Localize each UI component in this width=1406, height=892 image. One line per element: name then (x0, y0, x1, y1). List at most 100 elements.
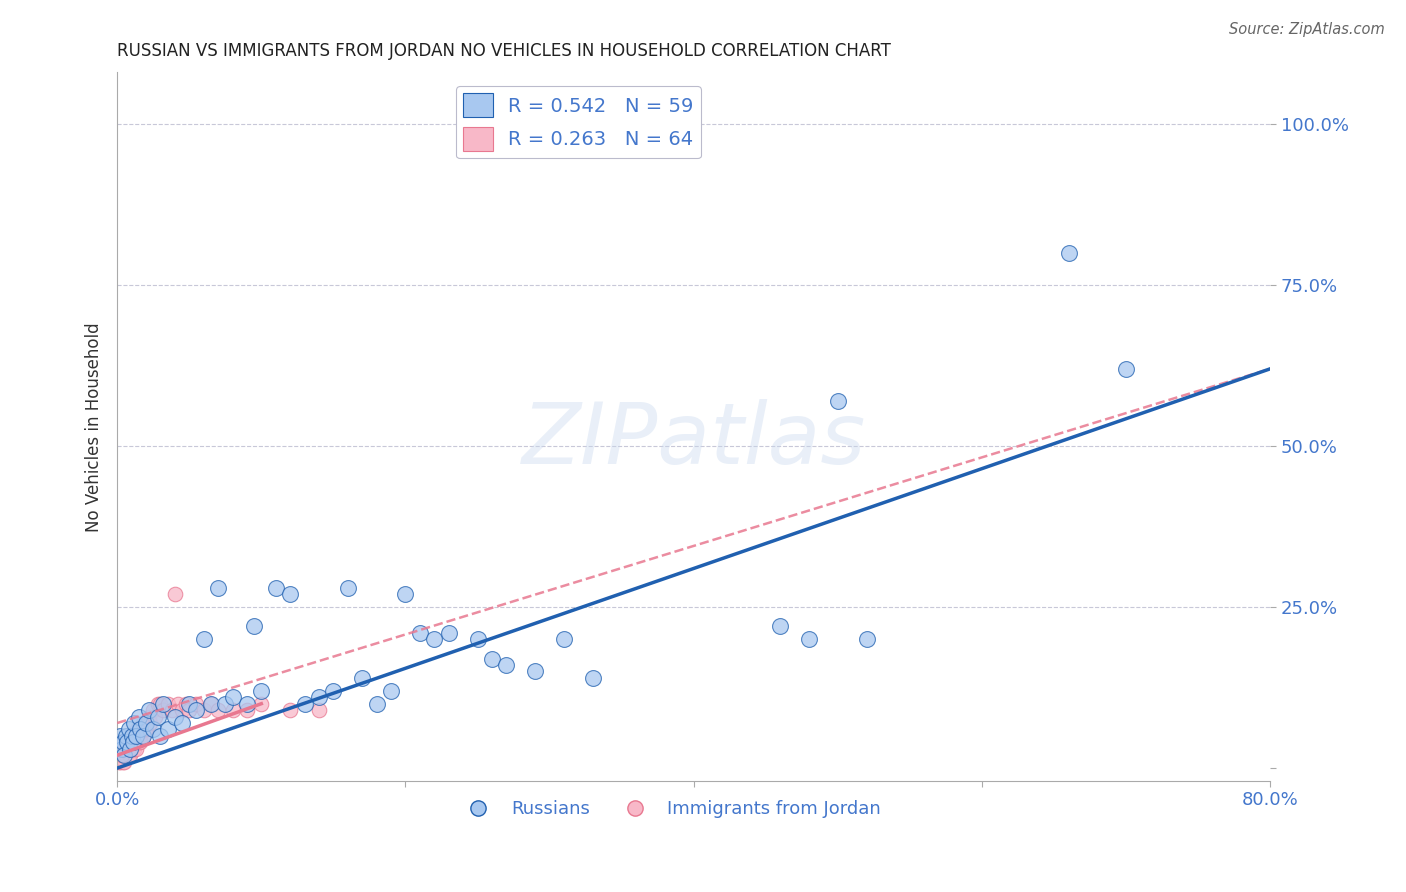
Point (170, 716, 193, 731)
Point (122, 729, 145, 743)
Point (409, 625, 432, 640)
Point (236, 703, 259, 717)
Point (131, 723, 153, 737)
Point (524, 665, 547, 679)
Point (146, 697, 169, 711)
Point (149, 729, 172, 743)
Point (467, 632, 489, 647)
Point (193, 632, 215, 647)
Point (135, 716, 157, 731)
Point (129, 729, 152, 743)
Point (112, 755, 135, 769)
Point (111, 735, 134, 749)
Point (366, 697, 388, 711)
Point (163, 709, 186, 723)
Point (200, 697, 222, 711)
Point (186, 697, 208, 711)
Point (481, 651, 503, 665)
Point (336, 581, 359, 595)
Point (120, 741, 142, 756)
Point (138, 709, 160, 723)
Point (118, 723, 141, 737)
Point (495, 658, 517, 673)
Point (128, 723, 150, 737)
Point (152, 697, 174, 711)
Point (108, 729, 131, 743)
Point (149, 697, 172, 711)
Point (124, 716, 146, 731)
Text: RUSSIAN VS IMMIGRANTS FROM JORDAN NO VEHICLES IN HOUSEHOLD CORRELATION CHART: RUSSIAN VS IMMIGRANTS FROM JORDAN NO VEH… (117, 42, 891, 60)
Point (827, 393, 849, 408)
Point (129, 735, 152, 749)
Point (125, 735, 148, 749)
Point (125, 741, 148, 756)
Point (166, 697, 188, 711)
Point (128, 709, 150, 723)
Point (115, 741, 138, 756)
Point (553, 632, 575, 647)
Point (142, 703, 165, 717)
Point (127, 723, 149, 737)
Point (179, 703, 201, 717)
Point (118, 735, 141, 749)
Point (129, 723, 152, 737)
Point (423, 632, 446, 647)
Point (221, 703, 243, 717)
Point (176, 697, 198, 711)
Point (132, 716, 155, 731)
Point (236, 697, 259, 711)
Point (193, 703, 215, 717)
Point (156, 697, 179, 711)
Point (769, 619, 792, 633)
Point (308, 690, 330, 705)
Point (110, 741, 132, 756)
Point (110, 748, 132, 763)
Point (127, 729, 149, 743)
Point (120, 748, 142, 763)
Point (128, 735, 150, 749)
Point (117, 735, 139, 749)
Point (110, 748, 132, 763)
Point (221, 690, 243, 705)
Point (108, 741, 131, 756)
Point (186, 703, 208, 717)
Point (107, 755, 129, 769)
Legend: Russians, Immigrants from Jordan: Russians, Immigrants from Jordan (453, 793, 889, 825)
Point (134, 723, 156, 737)
Point (139, 716, 162, 731)
Point (160, 703, 183, 717)
Point (135, 716, 157, 731)
Point (156, 723, 179, 737)
Point (122, 735, 145, 749)
Point (118, 748, 141, 763)
Point (1115, 361, 1137, 376)
Point (394, 587, 416, 601)
Point (380, 683, 402, 698)
Point (138, 703, 160, 717)
Point (115, 748, 138, 763)
Point (112, 741, 135, 756)
Point (1057, 245, 1080, 260)
Point (121, 735, 143, 749)
Point (108, 755, 131, 769)
Point (308, 703, 330, 717)
Point (582, 671, 605, 685)
Point (117, 741, 139, 756)
Point (110, 741, 132, 756)
Point (121, 729, 143, 743)
Point (115, 729, 138, 743)
Point (207, 581, 229, 595)
Point (124, 729, 146, 743)
Point (152, 703, 174, 717)
Point (108, 748, 131, 763)
Point (170, 703, 193, 717)
Point (207, 703, 229, 717)
Point (111, 741, 134, 756)
Text: ZIPatlas: ZIPatlas (522, 400, 866, 483)
Point (111, 735, 134, 749)
Point (124, 741, 146, 756)
Point (112, 748, 135, 763)
Point (117, 735, 139, 749)
Point (121, 741, 143, 756)
Point (437, 625, 460, 640)
